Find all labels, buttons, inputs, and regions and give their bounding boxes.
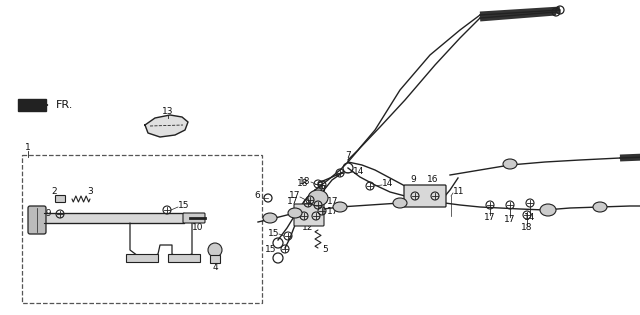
FancyBboxPatch shape: [183, 213, 205, 223]
Ellipse shape: [333, 202, 347, 212]
Text: 19: 19: [40, 209, 52, 219]
Text: 10: 10: [192, 222, 204, 232]
Text: 15: 15: [178, 202, 189, 210]
Circle shape: [208, 243, 222, 257]
Polygon shape: [145, 115, 188, 137]
Text: 17: 17: [484, 214, 496, 222]
Text: FR.: FR.: [56, 100, 74, 110]
Bar: [22, 155, 262, 303]
Bar: [210, 255, 220, 263]
FancyBboxPatch shape: [404, 185, 446, 207]
Text: 17: 17: [327, 198, 339, 207]
Ellipse shape: [308, 190, 328, 206]
Ellipse shape: [503, 159, 517, 169]
Text: 18: 18: [298, 177, 310, 186]
Text: 8: 8: [319, 186, 325, 194]
Polygon shape: [18, 99, 46, 111]
Bar: [168, 254, 200, 262]
Text: 6: 6: [254, 192, 260, 201]
Ellipse shape: [393, 198, 407, 208]
Text: 18: 18: [521, 224, 532, 232]
Text: 1: 1: [25, 144, 31, 152]
Text: 4: 4: [212, 262, 218, 272]
FancyBboxPatch shape: [28, 206, 46, 234]
Text: 13: 13: [163, 107, 173, 117]
Text: 14: 14: [524, 214, 536, 222]
Text: 9: 9: [410, 175, 416, 184]
Text: 17: 17: [289, 192, 300, 201]
Text: 7: 7: [345, 151, 351, 159]
Text: 3: 3: [87, 186, 93, 196]
Text: 12: 12: [302, 224, 314, 232]
Text: 11: 11: [453, 186, 465, 196]
Ellipse shape: [288, 208, 302, 218]
Ellipse shape: [263, 213, 277, 223]
FancyBboxPatch shape: [294, 204, 324, 226]
Text: 17: 17: [287, 198, 298, 207]
Ellipse shape: [540, 204, 556, 216]
Bar: [126, 254, 158, 262]
Text: 16: 16: [428, 175, 439, 184]
Text: 18: 18: [296, 179, 308, 187]
Text: 15: 15: [264, 244, 276, 254]
Ellipse shape: [593, 202, 607, 212]
Bar: [44, 213, 184, 223]
Text: 14: 14: [382, 180, 394, 188]
Text: 2: 2: [51, 187, 57, 197]
FancyBboxPatch shape: [56, 196, 65, 203]
Text: 17: 17: [504, 215, 516, 225]
Text: 5: 5: [322, 245, 328, 255]
Text: 17: 17: [327, 207, 339, 215]
Text: 14: 14: [353, 168, 364, 176]
Text: 15: 15: [268, 230, 279, 238]
